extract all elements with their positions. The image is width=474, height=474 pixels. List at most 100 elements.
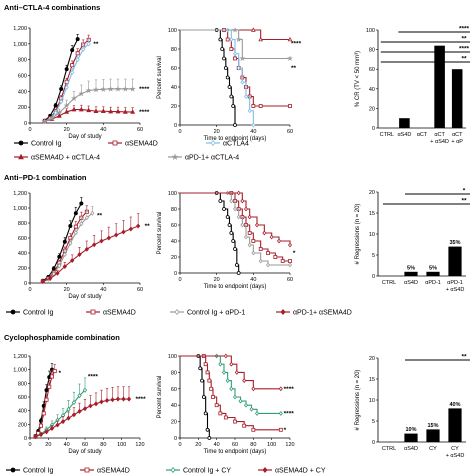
data-point (40, 278, 45, 285)
y-tick-label: 0 (372, 126, 375, 132)
data-point (207, 436, 212, 440)
data-point (287, 36, 293, 42)
data-point (66, 415, 71, 421)
data-point (57, 263, 62, 269)
data-point (48, 115, 56, 121)
y-tick-label: 20 (369, 106, 375, 112)
data-point (287, 55, 293, 62)
significance-label: **** (139, 109, 150, 116)
legend-label: Control Ig (23, 310, 53, 317)
legend-2: Control Ig αSEMA4D Control Ig + CY αSEMA4D … (6, 466, 326, 474)
x-tick-label: 20 (45, 442, 51, 448)
data-point (50, 374, 55, 379)
data-point (243, 402, 249, 408)
x-tick-label: 20 (64, 127, 70, 133)
series-αSEMA4D (180, 28, 292, 108)
data-point (104, 397, 110, 403)
y-tick-label: 400 (18, 251, 27, 257)
section-title-ctla4: Anti–CTLA-4 combinations (4, 3, 100, 12)
data-point (227, 85, 232, 89)
x-axis-label: Time to endpoint (days) (204, 284, 267, 290)
y-tick-label: 200 (18, 422, 27, 428)
data-point (81, 46, 86, 52)
data-point (75, 37, 80, 42)
legend-marker (18, 140, 24, 146)
survival-line (180, 355, 210, 438)
y-axis-label: Percent survival (157, 56, 163, 99)
data-point (44, 388, 49, 393)
y-tick-label: 600 (18, 395, 27, 401)
bar-value-label: 5% (429, 265, 437, 271)
data-point (100, 108, 106, 113)
y-tick-label: 100 (168, 28, 177, 34)
y-tick-label: 5 (372, 253, 375, 259)
data-point (225, 37, 230, 42)
data-point (231, 104, 236, 108)
y-tick-label: 20 (369, 356, 375, 362)
data-point (59, 99, 64, 105)
section-title-cy: Cyclophosphamide combination (4, 333, 120, 342)
legend-item: αSEMA4D + αCTLA-4 (14, 153, 100, 162)
data-point (232, 51, 238, 57)
data-point (247, 231, 252, 235)
y-tick-label: 80 (171, 47, 177, 53)
data-point (239, 55, 246, 62)
x-tick-label: 40 (250, 129, 256, 135)
significance-label: * (463, 188, 466, 195)
data-point (234, 263, 239, 267)
data-point (251, 427, 256, 432)
legend-marker (10, 309, 16, 315)
x-tick-label: 40 (100, 287, 106, 293)
data-point (52, 369, 57, 374)
data-point (47, 384, 52, 389)
y-tick-label: 40 (171, 239, 177, 245)
legend-label: αCTLA4 (223, 141, 249, 148)
y-tick-label: 15 (369, 377, 375, 383)
data-point (218, 411, 223, 416)
x-tick-label: 60 (287, 129, 293, 135)
data-point (258, 36, 263, 42)
significance-label: ** (461, 56, 467, 63)
series-Control Ig + CY (33, 377, 88, 440)
y-axis-label: % CR (TV < 50 mm³) (355, 51, 361, 107)
data-point (84, 246, 89, 252)
category-label: + αP (451, 139, 463, 145)
data-point (198, 366, 203, 371)
data-point (288, 104, 292, 108)
y-tick-label: 1,000 (13, 368, 27, 374)
x-axis-label: Time to endpoint (days) (204, 449, 267, 455)
data-point (218, 361, 223, 367)
y-tick-label: 1,000 (13, 42, 27, 48)
bar-value-label: 35% (449, 240, 460, 246)
bar-value-label: 10% (405, 427, 416, 433)
data-point (234, 369, 239, 375)
bar (448, 408, 462, 442)
data-point (233, 56, 237, 61)
data-point (269, 234, 274, 240)
data-point (280, 259, 285, 263)
data-point (106, 235, 111, 241)
x-tick-label: 20 (64, 287, 70, 293)
data-point (100, 86, 107, 92)
significance-label: **** (139, 86, 150, 93)
data-point (207, 378, 212, 383)
category-label: αS4D (404, 446, 418, 452)
legend-item: Control Ig + CY (166, 466, 231, 474)
data-point (70, 69, 75, 75)
data-point (225, 75, 230, 80)
significance-label: **** (284, 386, 295, 393)
data-point (56, 109, 63, 116)
data-point (93, 108, 99, 113)
chart-r2_regressions: 0 5 10 15 20 # Regressions (n = 20) CTRL αS4D 5%… (355, 188, 470, 293)
category-label: CY (451, 446, 459, 452)
bar (434, 45, 445, 128)
data-point (99, 238, 104, 244)
data-point (243, 206, 249, 212)
legend-label: Control Ig + αPD-1 (187, 310, 245, 317)
data-point (229, 47, 234, 51)
data-point (233, 247, 237, 251)
data-point (126, 396, 132, 402)
data-point (71, 399, 77, 406)
y-tick-label: 20 (171, 255, 177, 261)
y-tick-label: 0 (174, 436, 177, 442)
